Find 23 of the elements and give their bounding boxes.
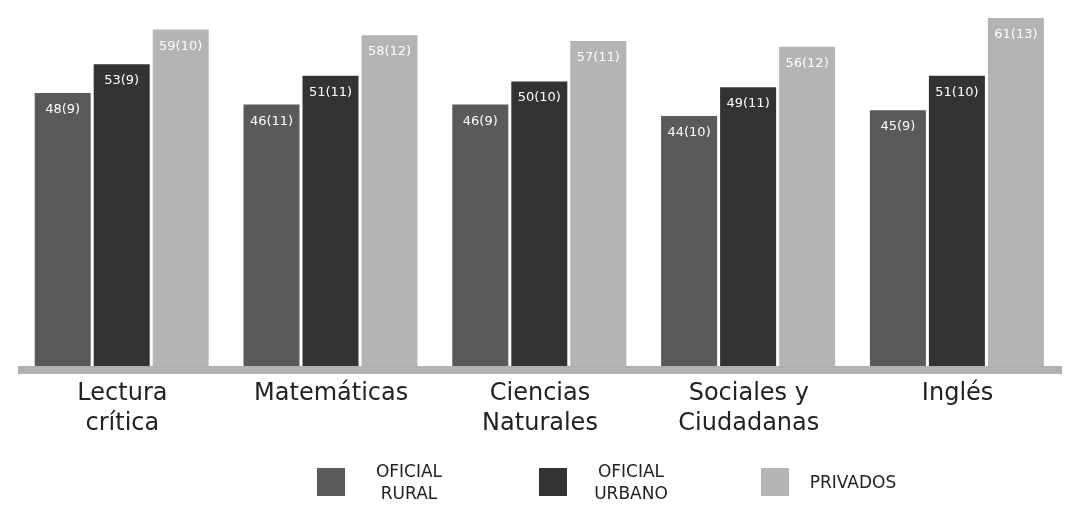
legend-label: OFICIAL RURAL: [374, 460, 444, 504]
data-label: 59(10): [159, 37, 203, 53]
data-label: 46(9): [462, 112, 498, 128]
data-label: 53(9): [104, 72, 140, 88]
x-tick-label: Ciencias Naturales: [482, 378, 598, 436]
legend-label: OFICIAL URBANO: [593, 460, 669, 504]
x-tick-label: Matemáticas: [254, 378, 409, 406]
data-label: 51(10): [935, 83, 979, 99]
data-label: 51(11): [308, 83, 353, 99]
data-label: 61(13): [994, 26, 1038, 41]
data-label: 49(11): [726, 95, 770, 111]
data-label: 57(11): [576, 49, 620, 65]
data-label: 56(12): [785, 54, 829, 70]
data-label: 45(9): [880, 118, 916, 134]
data-label: 46(11): [249, 112, 294, 128]
data-label: 58(12): [367, 43, 412, 59]
legend-label: PRIVADOS: [808, 471, 898, 493]
x-tick-label: Inglés: [921, 378, 994, 406]
x-tick-label: Lectura crítica: [77, 378, 168, 436]
x-tick-label: Sociales y Ciudadanas: [678, 378, 820, 436]
data-label: 44(10): [667, 124, 711, 140]
data-label: 50(10): [517, 89, 561, 105]
data-label: 48(9): [45, 101, 81, 117]
